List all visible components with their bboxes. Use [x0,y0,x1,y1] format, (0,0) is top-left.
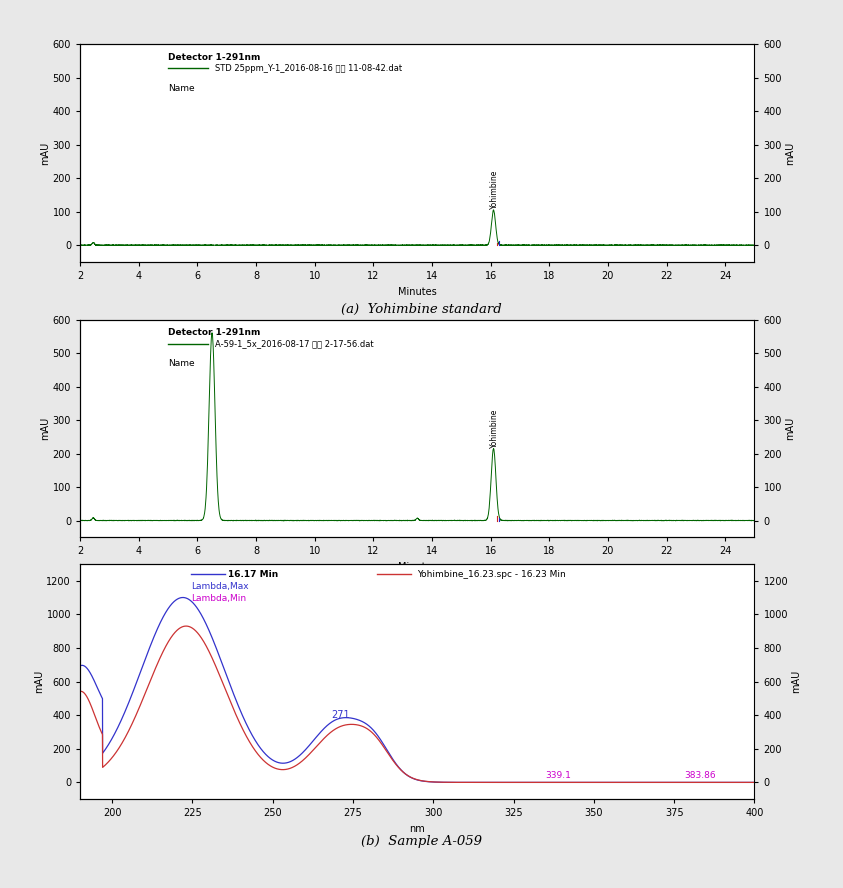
Text: STD 25ppm_Y-1_2016-08-16 오후 11-08-42.dat: STD 25ppm_Y-1_2016-08-16 오후 11-08-42.dat [215,64,402,73]
Text: 271: 271 [331,710,350,720]
Y-axis label: mAU: mAU [34,670,44,694]
Text: 383.86: 383.86 [684,772,716,781]
Text: Yohimbine_16.23.spc - 16.23 Min: Yohimbine_16.23.spc - 16.23 Min [417,570,566,579]
Text: Lambda,Min: Lambda,Min [191,593,246,602]
Text: Name: Name [168,83,195,92]
Text: A-59-1_5x_2016-08-17 오후 2-17-56.dat: A-59-1_5x_2016-08-17 오후 2-17-56.dat [215,339,373,348]
Text: Detector 1-291nm: Detector 1-291nm [168,53,260,62]
Text: Yohimbine: Yohimbine [490,408,498,448]
X-axis label: nm: nm [410,824,425,834]
X-axis label: Minutes: Minutes [398,562,437,572]
Text: (b)  Sample A-059: (b) Sample A-059 [361,836,482,848]
Text: Lambda,Max: Lambda,Max [191,582,249,591]
Y-axis label: mAU: mAU [791,670,801,694]
Y-axis label: mAU: mAU [785,416,795,440]
Text: 16.17 Min: 16.17 Min [228,570,279,579]
Text: Yohimbine: Yohimbine [490,170,498,209]
Y-axis label: mAU: mAU [40,416,50,440]
X-axis label: Minutes: Minutes [398,287,437,297]
Text: Detector 1-291nm: Detector 1-291nm [168,329,260,337]
Y-axis label: mAU: mAU [40,141,50,165]
Text: (a)  Yohimbine standard: (a) Yohimbine standard [341,303,502,315]
Text: 339.1: 339.1 [545,772,572,781]
Y-axis label: mAU: mAU [785,141,795,165]
Text: Name: Name [168,359,195,368]
